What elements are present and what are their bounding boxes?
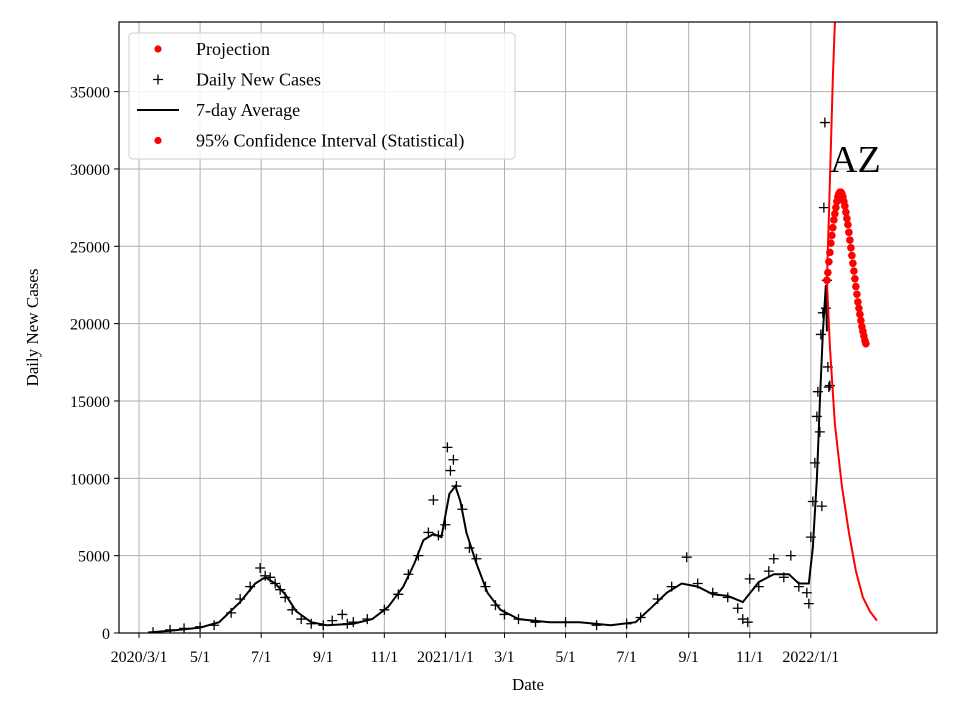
daily-case-marker <box>255 563 266 574</box>
projection-point <box>852 282 860 291</box>
projection-point <box>841 202 849 210</box>
seven-day-average-line <box>147 284 828 633</box>
y-tick-label: 15000 <box>70 394 110 411</box>
plot-frame <box>118 21 938 634</box>
daily-case-marker <box>423 527 434 538</box>
x-tick-label: 2021/1/1 <box>417 649 474 666</box>
daily-case-marker <box>445 465 456 476</box>
projection-point <box>853 290 861 299</box>
daily-case-marker <box>815 329 826 340</box>
projection-point <box>856 310 864 319</box>
x-tick-label: 7/1 <box>251 649 271 666</box>
projection-point <box>847 244 855 252</box>
daily-case-marker <box>816 501 827 512</box>
daily-case-marker <box>428 494 439 505</box>
legend-label: 7-day Average <box>196 100 300 120</box>
daily-case-marker <box>442 442 453 453</box>
projection-point <box>854 298 862 306</box>
x-tick-label: 2022/1/1 <box>782 649 839 666</box>
projection-point <box>844 220 852 229</box>
projection-point <box>846 236 854 244</box>
projection-point <box>857 316 865 325</box>
legend-plus-marker <box>153 74 163 85</box>
x-axis-title: Date <box>512 675 544 694</box>
legend-box <box>128 32 516 160</box>
projection-point <box>845 228 853 237</box>
legend-dot-marker <box>154 45 162 53</box>
daily-case-marker <box>801 587 812 598</box>
projection-point <box>855 304 863 312</box>
projection-point <box>862 339 870 348</box>
daily-case-marker <box>530 617 541 628</box>
projection-point <box>850 267 858 275</box>
series-layer <box>147 22 878 633</box>
y-tick-label: 35000 <box>70 85 110 102</box>
daily-case-marker <box>260 570 271 581</box>
legend-label: 95% Confidence Interval (Statistical) <box>196 131 464 152</box>
daily-case-marker <box>337 609 348 620</box>
daily-case-marker <box>440 519 451 530</box>
daily-case-marker <box>785 550 796 561</box>
projection-point <box>851 274 859 283</box>
daily-case-marker <box>681 552 692 563</box>
x-tick-label: 11/1 <box>736 649 764 666</box>
y-axis-title: Daily New Cases <box>23 268 42 386</box>
daily-case-marker <box>327 615 338 626</box>
daily-case-marker <box>737 614 748 625</box>
projection-point <box>832 203 840 212</box>
projection-point <box>848 251 856 260</box>
daily-case-marker <box>744 573 755 584</box>
y-tick-label: 5000 <box>78 549 110 566</box>
projection-point <box>843 214 851 223</box>
x-tick-label: 9/1 <box>313 649 333 666</box>
legend: Projection Daily New Cases 7-day Average 95… <box>128 32 516 160</box>
projection-point <box>831 210 839 218</box>
x-tick-label: 9/1 <box>678 649 698 666</box>
projection-point <box>829 223 837 232</box>
y-tick-label: 20000 <box>70 317 110 334</box>
x-tick-label: 5/1 <box>190 649 210 666</box>
x-tick-label: 3/1 <box>494 649 514 666</box>
daily-case-marker <box>819 117 830 128</box>
daily-case-marker <box>448 454 459 465</box>
confidence-interval-line <box>825 22 836 281</box>
daily-case-marker <box>803 598 814 609</box>
legend-dot-marker <box>154 136 162 145</box>
legend-label: Projection <box>196 39 270 59</box>
x-tick-label: 11/1 <box>370 649 398 666</box>
y-tick-label: 10000 <box>70 471 110 488</box>
projection-point <box>842 208 850 217</box>
daily-case-marker <box>818 202 829 213</box>
chart-annotation: AZ <box>830 139 881 181</box>
projection-point <box>830 216 838 224</box>
projection-point <box>849 259 857 268</box>
y-tick-label: 25000 <box>70 239 110 256</box>
projection-point <box>828 231 836 240</box>
x-tick-label: 5/1 <box>555 649 575 666</box>
y-tick-label: 30000 <box>70 162 110 179</box>
confidence-interval-line <box>825 280 878 622</box>
legend-label: Daily New Cases <box>196 70 321 90</box>
x-tick-label: 7/1 <box>616 649 636 666</box>
daily-case-marker <box>742 617 753 628</box>
axis-layer: 2020/3/1 5/1 7/1 9/1 11/1 2021/1/1 3/1 5/1 7/1 9/… <box>70 85 839 666</box>
daily-case-marker <box>768 553 779 564</box>
projection-point <box>825 257 833 266</box>
x-tick-label: 2020/3/1 <box>111 649 168 666</box>
daily-case-marker <box>763 566 774 577</box>
daily-case-marker <box>591 620 602 631</box>
daily-case-marker <box>732 603 743 614</box>
y-tick-label: 0 <box>102 626 110 643</box>
daily-case-marker <box>814 426 825 437</box>
